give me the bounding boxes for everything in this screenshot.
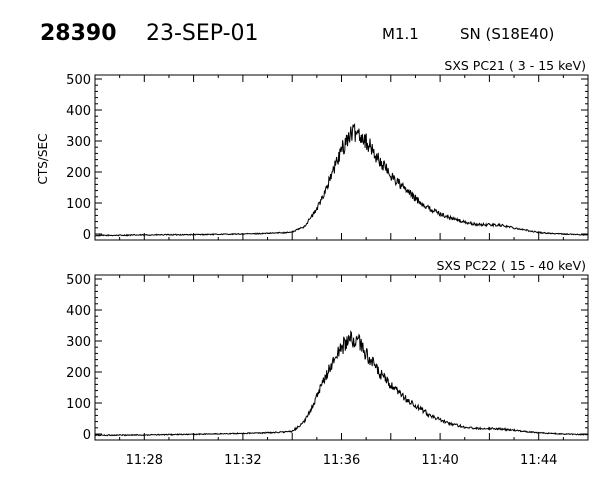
x-tick-label: 11:40 [421,453,458,468]
panel-pc22: SXS PC22 ( 15 - 40 keV) 0 100 200 300 400 500 [66,258,589,443]
flare-class: M1.1 [382,25,419,43]
y-tick-label: 0 [83,228,91,243]
panel-title-pc21: SXS PC21 ( 3 - 15 keV) [444,58,586,73]
plot-frame-pc21 [94,74,589,241]
tick-group-pc22: 0 100 200 300 400 500 [66,273,589,443]
flare-location: SN (S18E40) [460,25,554,43]
x-tick-label: 11:32 [224,453,261,468]
plot-frame-pc22 [94,274,589,441]
y-tick-label: 400 [66,104,91,119]
tick-group-pc21: 0 100 200 300 400 500 [66,73,589,243]
x-tick-label: 11:36 [323,453,360,468]
y-tick-label: 500 [66,73,91,88]
panel-pc21: SXS PC21 ( 3 - 15 keV) CTS/SEC 0 100 200 30… [36,58,589,243]
panel-title-pc22: SXS PC22 ( 15 - 40 keV) [436,258,586,273]
series-line-pc21 [94,123,589,237]
event-date: 23-SEP-01 [146,21,259,46]
x-tick-label: 11:44 [520,453,557,468]
x-tick-labels: 11:28 11:32 11:36 11:40 11:44 [126,453,558,468]
series-line-pc22 [94,330,589,437]
y-tick-label: 200 [66,366,91,381]
y-tick-label: 100 [66,397,91,412]
y-tick-label: 300 [66,335,91,350]
x-tick-label: 11:28 [126,453,163,468]
y-tick-label: 200 [66,166,91,181]
y-tick-label: 500 [66,273,91,288]
y-tick-label: 100 [66,197,91,212]
y-tick-label: 300 [66,135,91,150]
y-tick-label: 400 [66,304,91,319]
event-number: 28390 [40,21,117,46]
y-tick-label: 0 [83,428,91,443]
y-axis-label: CTS/SEC [36,134,50,185]
